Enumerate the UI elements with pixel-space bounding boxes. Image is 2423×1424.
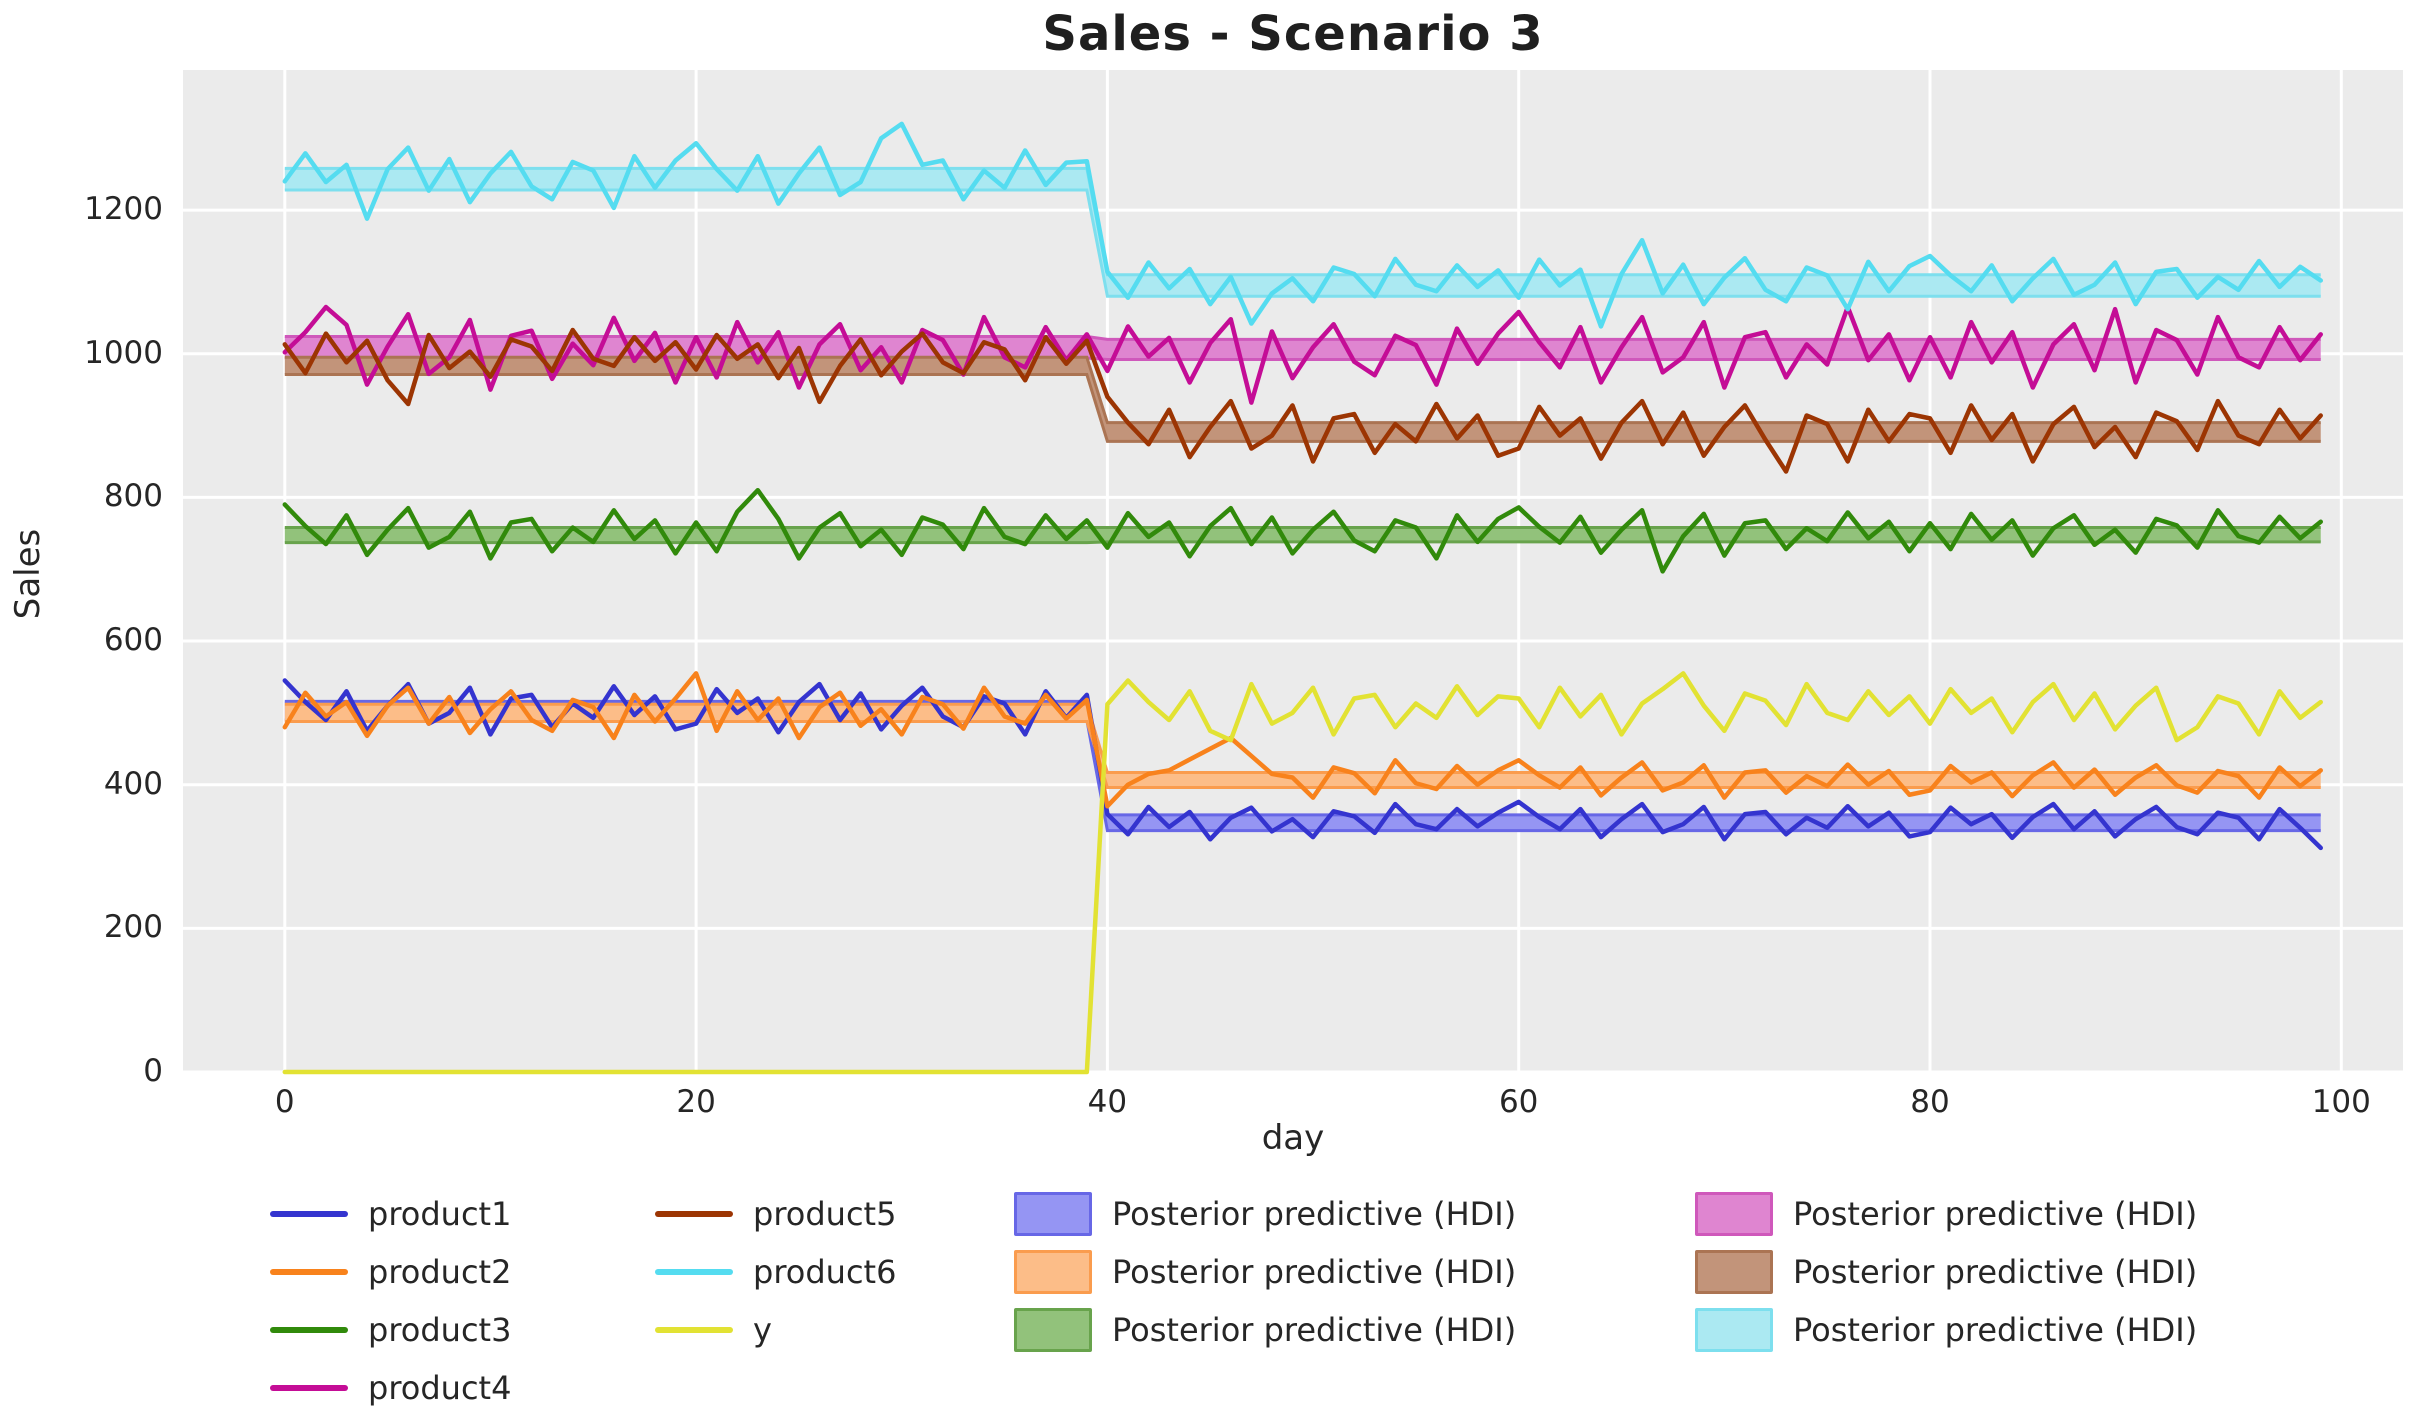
y-tick-label-400: 400 [103, 765, 163, 802]
legend-label: Posterior predictive (HDI) [1112, 1253, 1517, 1291]
legend-patch-swatch-5 [1695, 1250, 1773, 1294]
legend-patch-swatch-4 [1695, 1192, 1773, 1236]
legend-label: y [753, 1311, 772, 1349]
legend-entry-hdi-2: Posterior predictive (HDI) [1014, 1248, 1516, 1296]
plot-background [183, 70, 2403, 1072]
y-tick-label-0: 0 [143, 1053, 163, 1089]
legend-label: Posterior predictive (HDI) [1793, 1311, 2198, 1349]
legend-entry-product1: product1 [270, 1190, 511, 1238]
series-line-product4 [282, 304, 2323, 405]
x-tick-label-40: 40 [1087, 1084, 1128, 1120]
x-tick-label-20: 20 [676, 1084, 716, 1120]
chart-title: Sales - Scenario 3 [1042, 6, 1544, 62]
legend-entry-hdi-5: Posterior predictive (HDI) [1695, 1248, 2197, 1296]
legend-label: product5 [753, 1195, 897, 1233]
y-tick-label-200: 200 [103, 909, 163, 946]
legend-label: product4 [368, 1369, 512, 1407]
legend-entry-y: y [655, 1306, 772, 1354]
series-line-product1 [282, 678, 2323, 851]
legend-line-swatch-y [655, 1327, 733, 1333]
y-tick-label-800: 800 [103, 478, 163, 515]
legend-line-swatch-product6 [655, 1269, 733, 1275]
y-tick-label-600: 600 [103, 622, 163, 659]
legend-label: Posterior predictive (HDI) [1793, 1195, 2198, 1233]
legend-entry-product4: product4 [270, 1364, 511, 1412]
legend-label: product2 [368, 1253, 512, 1291]
x-tick-label-0: 0 [274, 1084, 295, 1120]
series-line-product5 [282, 327, 2323, 474]
legend-entry-hdi-1: Posterior predictive (HDI) [1014, 1190, 1516, 1238]
series-line-y [282, 671, 2323, 1075]
legend-patch-swatch-1 [1014, 1192, 1092, 1236]
hdi-band-bottom-edge-product6 [284, 188, 2321, 298]
x-tick-label-100: 100 [2311, 1084, 2371, 1120]
legend-label: product6 [753, 1253, 897, 1291]
series-line-product6 [282, 121, 2323, 329]
legend-label: product1 [368, 1195, 512, 1233]
legend-label: Posterior predictive (HDI) [1112, 1195, 1517, 1233]
x-tick-label-80: 80 [1910, 1084, 1950, 1120]
x-tick-label-60: 60 [1498, 1084, 1539, 1120]
hdi-band-top-edge-product2 [284, 702, 2321, 774]
legend-label: product3 [368, 1311, 512, 1349]
legend-line-swatch-product5 [655, 1211, 733, 1217]
legend-entry-product2: product2 [270, 1248, 511, 1296]
legend-entry-product3: product3 [270, 1306, 511, 1354]
hdi-band-top-edge-product4 [284, 334, 2321, 341]
legend-entry-product6: product6 [655, 1248, 896, 1296]
legend-line-swatch-product2 [270, 1269, 348, 1275]
legend-entry-hdi-4: Posterior predictive (HDI) [1695, 1190, 2197, 1238]
legend-line-swatch-product4 [270, 1385, 348, 1391]
series-line-product3 [282, 487, 2323, 574]
legend-entry-hdi-6: Posterior predictive (HDI) [1695, 1306, 2197, 1354]
hdi-band-product6 [284, 168, 2321, 297]
legend-patch-swatch-3 [1014, 1308, 1092, 1352]
y-tick-label-1000: 1000 [84, 334, 163, 371]
legend-patch-swatch-2 [1014, 1250, 1092, 1294]
legend-patch-swatch-6 [1695, 1308, 1773, 1352]
legend-label: Posterior predictive (HDI) [1793, 1253, 2198, 1291]
y-tick-label-1200: 1200 [84, 191, 163, 228]
legend-entry-product5: product5 [655, 1190, 896, 1238]
x-axis-label: day [1261, 1118, 1325, 1158]
legend-line-swatch-product1 [270, 1211, 348, 1217]
legend-label: Posterior predictive (HDI) [1112, 1311, 1517, 1349]
legend-line-swatch-product3 [270, 1327, 348, 1333]
series-line-product2 [282, 671, 2323, 809]
hdi-band-bottom-edge-product3 [284, 540, 2321, 545]
legend-entry-hdi-3: Posterior predictive (HDI) [1014, 1306, 1516, 1354]
